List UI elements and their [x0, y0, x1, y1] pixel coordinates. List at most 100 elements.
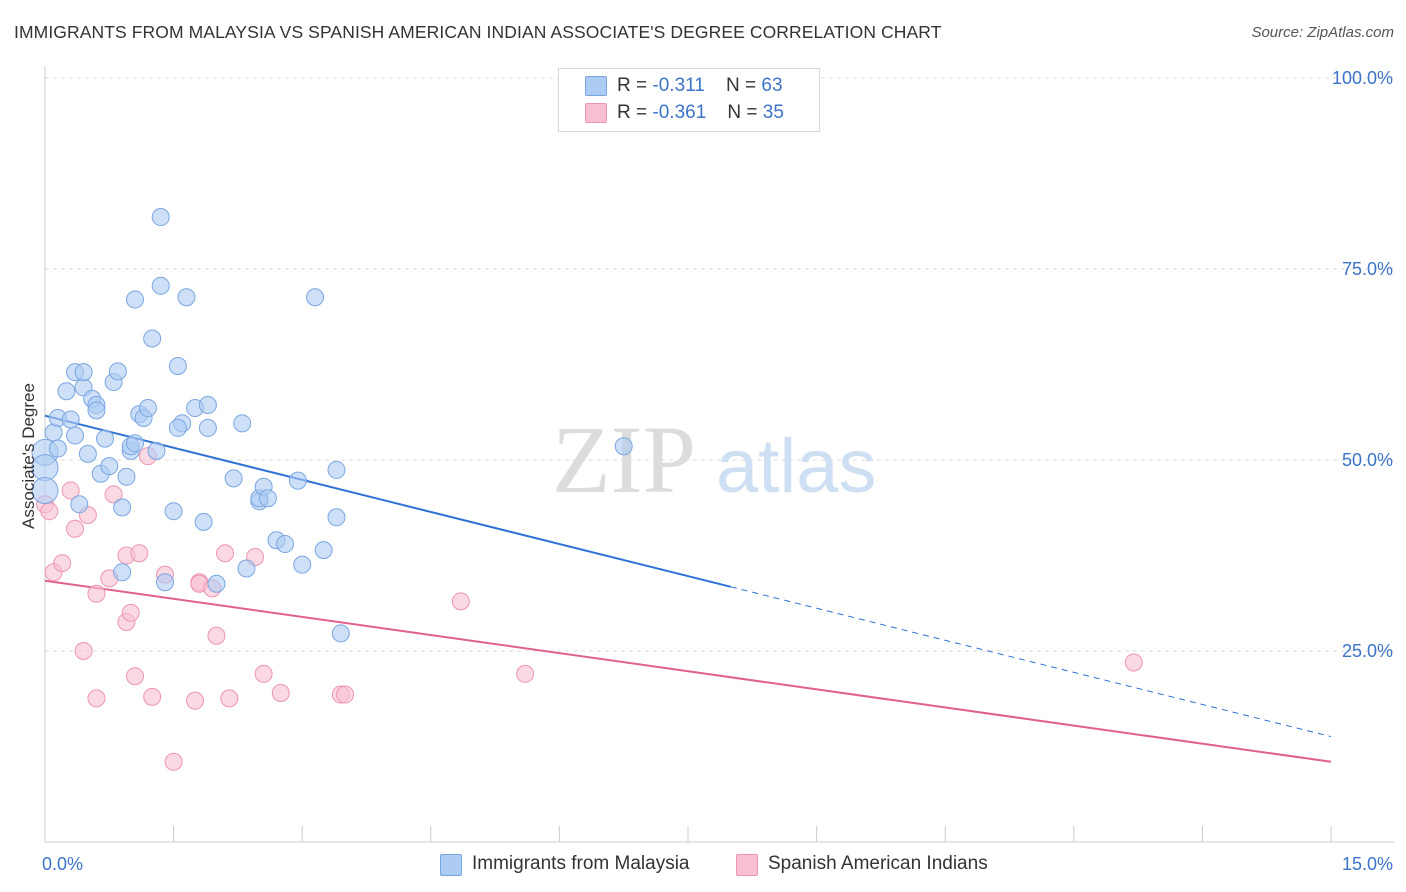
malaysia-point: [194, 512, 213, 531]
y-axis-label: Associate's Degree: [19, 383, 38, 529]
malaysia-point: [78, 444, 97, 463]
r-value: -0.361: [652, 102, 707, 123]
malaysia-swatch: [585, 76, 607, 96]
spanish-american-indians-point: [61, 481, 80, 500]
malaysia-point: [57, 382, 76, 401]
spanish-american-indians-point: [87, 584, 106, 603]
spanish-american-indians-point: [121, 603, 140, 622]
spanish-american-indians-point: [66, 519, 85, 538]
n-label: N =: [725, 75, 757, 96]
spanish-american-indians-point: [126, 667, 145, 686]
legend-label-spanish-american-indians: Spanish American Indians: [768, 853, 988, 874]
malaysia-point: [151, 208, 170, 227]
stats-legend: R = -0.311 N = 63 R = -0.361 N = 35: [558, 68, 820, 132]
x-tick-label: 15.0%: [1342, 854, 1393, 874]
data-points: [31, 208, 1143, 771]
trend-line-malaysia-extension: [730, 586, 1332, 738]
spanish-american-indians-point: [87, 689, 106, 708]
spanish-american-indians-point: [254, 664, 273, 683]
y-tick-label: 75.0%: [1342, 259, 1393, 279]
x-tick-label: 0.0%: [42, 854, 83, 874]
malaysia-point: [66, 426, 85, 445]
malaysia-point: [276, 535, 295, 554]
spanish-american-indians-point: [130, 544, 149, 563]
malaysia-point: [293, 555, 312, 574]
malaysia-point: [198, 418, 217, 437]
malaysia-point: [143, 329, 162, 348]
spanish-american-indians-point: [104, 485, 123, 504]
malaysia-point: [331, 624, 350, 643]
legend-label-malaysia: Immigrants from Malaysia: [472, 853, 690, 874]
malaysia-point: [147, 441, 166, 460]
spanish-american-indians-point: [271, 684, 290, 703]
spanish-american-indians-legend-swatch: [736, 854, 758, 876]
watermark-atlas: atlas: [716, 424, 877, 509]
spanish-american-indians-point: [74, 642, 93, 660]
malaysia-point: [100, 457, 119, 476]
spanish-american-indians-swatch: [585, 103, 607, 123]
spanish-american-indians-point: [40, 502, 59, 521]
malaysia-point: [306, 288, 325, 307]
malaysia-point: [151, 276, 170, 295]
series-legend: Immigrants from Malaysia Spanish America…: [0, 852, 1406, 878]
malaysia-point: [96, 429, 115, 448]
y-tick-label: 100.0%: [1332, 68, 1393, 88]
malaysia-point: [61, 410, 80, 429]
malaysia-point: [87, 401, 106, 420]
spanish-american-indians-point: [53, 554, 72, 573]
malaysia-point: [117, 467, 136, 486]
malaysia-point: [258, 489, 277, 508]
malaysia-point: [108, 362, 127, 381]
watermark-zip: ZIP: [552, 406, 696, 513]
malaysia-point: [233, 414, 252, 433]
malaysia-point: [327, 460, 346, 479]
malaysia-point: [198, 395, 217, 414]
malaysia-legend-swatch: [440, 854, 462, 876]
r-label: R =: [617, 75, 648, 96]
n-value: 35: [762, 102, 784, 123]
malaysia-point: [164, 502, 183, 521]
malaysia-point: [327, 508, 346, 527]
malaysia-point: [138, 399, 157, 418]
spanish-american-indians-point: [1124, 653, 1143, 672]
malaysia-point: [224, 469, 243, 488]
n-value: 63: [761, 75, 783, 96]
spanish-american-indians-point: [143, 687, 162, 706]
malaysia-point: [70, 495, 89, 514]
tick-labels: 25.0% 50.0% 75.0% 100.0% 0.0% 15.0%: [42, 68, 1393, 874]
y-tick-label: 50.0%: [1342, 450, 1393, 470]
spanish-american-indians-point: [336, 685, 355, 704]
malaysia-point: [74, 363, 93, 382]
n-label: N =: [727, 102, 758, 123]
chart-title: IMMIGRANTS FROM MALAYSIA VS SPANISH AMER…: [14, 22, 942, 42]
spanish-american-indians-point: [220, 689, 239, 708]
malaysia-point: [207, 574, 226, 593]
malaysia-point: [614, 437, 633, 456]
r-label: R =: [617, 102, 648, 123]
malaysia-point: [126, 290, 145, 309]
trend-line-spanish-american-indians: [44, 579, 1332, 763]
malaysia-point: [48, 439, 67, 458]
watermark: ZIP atlas: [552, 406, 877, 513]
malaysia-point: [126, 434, 145, 453]
malaysia-point: [314, 541, 333, 560]
spanish-american-indians-point: [216, 544, 235, 563]
malaysia-point: [31, 477, 59, 505]
spanish-american-indians-point: [164, 752, 183, 771]
spanish-american-indians-point: [516, 664, 535, 683]
spanish-american-indians-point: [186, 691, 205, 710]
malaysia-point: [177, 288, 196, 307]
y-tick-label: 25.0%: [1342, 641, 1393, 661]
malaysia-point: [156, 573, 175, 592]
r-value: -0.311: [652, 75, 705, 96]
malaysia-point: [113, 498, 132, 517]
malaysia-point: [237, 559, 256, 578]
malaysia-point: [168, 357, 187, 376]
spanish-american-indians-point: [451, 592, 470, 611]
spanish-american-indians-point: [207, 626, 226, 645]
malaysia-point: [113, 563, 132, 582]
source-credit: Source: ZipAtlas.com: [1251, 24, 1394, 41]
malaysia-point: [168, 418, 187, 437]
malaysia-point: [288, 471, 307, 490]
